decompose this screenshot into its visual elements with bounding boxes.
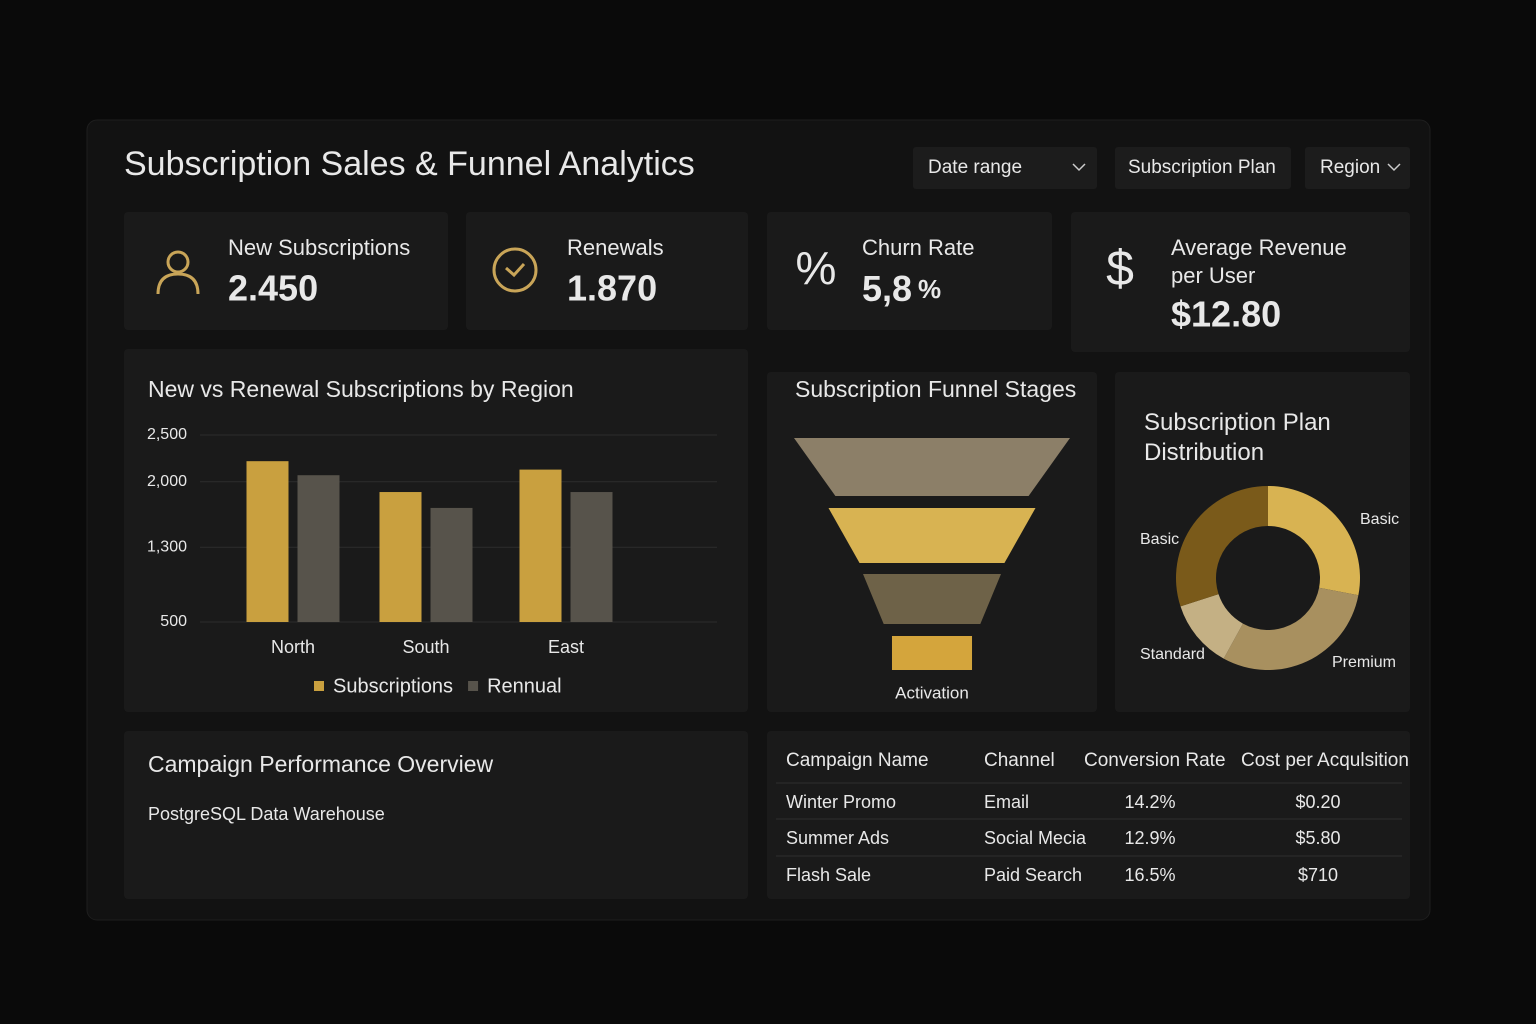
kpi-value: 1.870 <box>567 268 657 309</box>
campaign-source: PostgreSQL Data Warehouse <box>148 804 385 824</box>
chart-title: New vs Renewal Subscriptions by Region <box>148 376 574 402</box>
funnel-stage <box>863 574 1001 624</box>
table-cell: $5.80 <box>1295 828 1340 848</box>
bar <box>570 492 613 622</box>
donut-label: Premium <box>1332 654 1396 671</box>
kpi-card <box>124 212 448 330</box>
check-icon <box>492 247 538 293</box>
user-icon <box>156 250 200 295</box>
legend-swatch <box>468 681 479 691</box>
table-cell: Winter Promo <box>786 792 896 812</box>
donut-label: Basic <box>1140 531 1179 548</box>
kpi-label: Churn Rate <box>862 235 975 260</box>
filter[interactable] <box>913 147 1097 189</box>
kpi-number: 5,8 <box>862 268 912 309</box>
y-tick-label: 1,300 <box>147 538 187 555</box>
bar <box>379 492 422 622</box>
chart-title: Subscription Plan Distribution <box>1144 409 1331 466</box>
kpi-card <box>1071 212 1410 352</box>
donut-label: Basic <box>1360 511 1399 528</box>
filter[interactable] <box>1115 147 1291 189</box>
funnel-stage <box>891 636 973 670</box>
donut-segment <box>1176 486 1268 607</box>
table-cell: Flash Sale <box>786 865 871 885</box>
table-cell: Summer Ads <box>786 828 889 848</box>
filter-label[interactable]: Region <box>1320 157 1380 178</box>
table-cell: Social Mecia <box>984 828 1087 848</box>
filter-label[interactable]: Date range <box>928 157 1022 178</box>
table-cell: $710 <box>1298 865 1338 885</box>
filter-label[interactable]: Subscription Plan <box>1128 157 1276 178</box>
donut-segment <box>1180 594 1243 659</box>
y-tick-label: 500 <box>160 613 187 630</box>
table-cell: Paid Search <box>984 865 1082 885</box>
chart-title: Subscription Funnel Stages <box>795 376 1076 402</box>
kpi-value: 2.450 <box>228 268 318 309</box>
y-tick-label: 2,500 <box>147 426 187 443</box>
filter[interactable] <box>1305 147 1410 189</box>
donut-label: Standard <box>1140 646 1205 663</box>
funnel-stage <box>828 508 1036 563</box>
campaign-title: Campaign Performance Overview <box>148 751 494 777</box>
kpi-label: New Subscriptions <box>228 235 410 260</box>
table-header: Conversion Rate <box>1084 750 1226 771</box>
table-cell: Email <box>984 792 1029 812</box>
kpi-value: 5,8% <box>862 268 941 309</box>
kpi-card <box>767 212 1052 330</box>
chevron <box>1387 163 1401 172</box>
bar <box>297 475 340 622</box>
table-header: Channel <box>984 750 1055 771</box>
chevron <box>1072 163 1086 172</box>
bar <box>519 469 562 622</box>
kpi-icon: $ <box>1106 240 1134 296</box>
card <box>124 731 748 899</box>
table-cell: 12.9% <box>1124 828 1175 848</box>
table-cell: 14.2% <box>1124 792 1175 812</box>
kpi-label: Renewals <box>567 235 664 260</box>
legend-swatch <box>314 681 324 691</box>
table-cell: $0.20 <box>1295 792 1340 812</box>
kpi-icon: % <box>796 242 837 294</box>
legend-label: Subscriptions <box>333 675 453 697</box>
kpi-card <box>466 212 748 330</box>
bar <box>246 461 289 622</box>
funnel-label: Activation <box>895 683 969 702</box>
x-tick-label: South <box>402 637 449 657</box>
card <box>767 731 1410 899</box>
kpi-value: $12.80 <box>1171 294 1281 335</box>
table-cell: 16.5% <box>1124 865 1175 885</box>
legend-label: Rennual <box>487 675 562 697</box>
kpi-label: Average Revenue per User <box>1171 235 1347 288</box>
table-header: Campaign Name <box>786 750 929 771</box>
y-tick-label: 2,000 <box>147 473 187 490</box>
table: Campaign Name Channel Conversion Rate Cost … <box>776 750 1409 885</box>
x-tick-label: North <box>271 637 315 657</box>
donut-segment <box>1223 587 1359 670</box>
funnel-stage <box>794 438 1070 496</box>
bar <box>430 507 473 622</box>
table-header: Cost per Acqulsition <box>1241 750 1409 771</box>
title: Subscription Sales & Funnel Analytics <box>124 145 695 183</box>
donut-segment <box>1268 486 1360 596</box>
x-tick-label: East <box>548 637 584 657</box>
kpi-unit: % <box>918 274 941 304</box>
